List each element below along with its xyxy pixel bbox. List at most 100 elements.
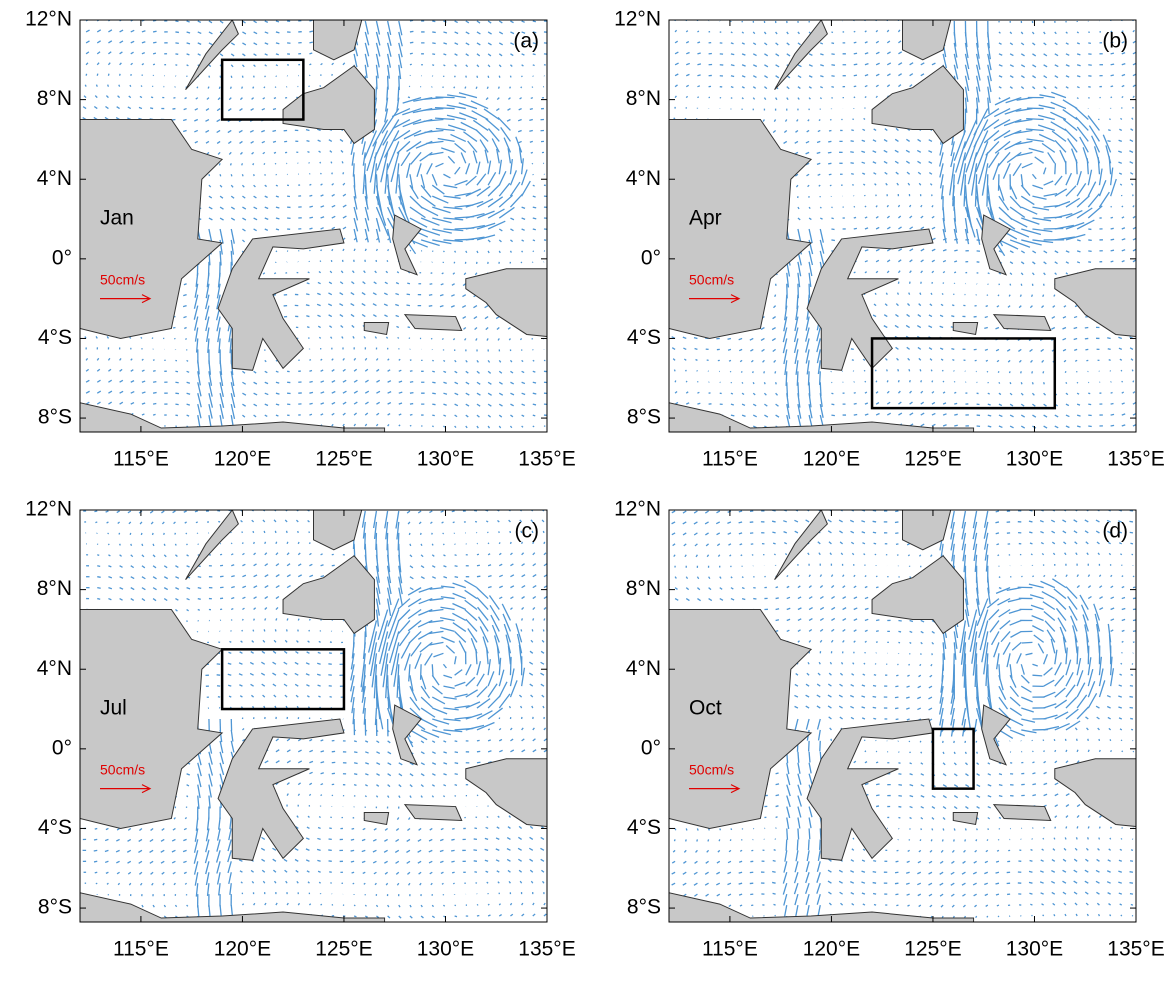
vector (1130, 140, 1133, 142)
vector (910, 260, 913, 262)
vector (209, 196, 212, 198)
vector (410, 42, 413, 43)
vector (131, 599, 134, 601)
vector (231, 174, 232, 176)
vector (910, 249, 913, 251)
vector (809, 382, 810, 396)
vector (443, 32, 446, 33)
vector (533, 739, 536, 741)
vector (432, 65, 434, 66)
vector (865, 414, 868, 415)
vector (455, 404, 458, 406)
vector (187, 415, 189, 416)
vector (808, 185, 810, 187)
vector (276, 393, 279, 394)
vector (354, 358, 355, 360)
vector (486, 119, 500, 131)
vector (477, 674, 484, 686)
vector (329, 326, 331, 328)
vector (930, 304, 932, 306)
vector (162, 522, 164, 524)
vector (410, 196, 423, 208)
vector (728, 338, 731, 339)
vector (1032, 43, 1035, 45)
vector (409, 664, 410, 681)
vector (1042, 306, 1044, 308)
vector (1032, 371, 1033, 373)
vector (374, 282, 377, 284)
vector (296, 870, 299, 872)
vector (250, 662, 253, 664)
vector (351, 314, 354, 316)
vector (1122, 53, 1125, 54)
vector (861, 151, 864, 152)
vector (753, 371, 754, 373)
vector (502, 604, 510, 621)
vector (317, 304, 320, 305)
vector (510, 21, 513, 23)
vector (421, 664, 422, 680)
vector (921, 74, 924, 76)
vector (443, 752, 446, 753)
vector (275, 531, 276, 533)
y-tick-label: 8°S (38, 406, 72, 429)
vector (351, 850, 355, 851)
vector (477, 251, 478, 253)
vector (1133, 216, 1135, 218)
vector (376, 916, 378, 918)
vector (773, 130, 775, 132)
vector (851, 174, 854, 175)
vector (531, 881, 532, 883)
vector (429, 295, 432, 296)
vector (466, 426, 467, 428)
vector (254, 608, 256, 610)
vector (1131, 359, 1133, 361)
vector (898, 30, 900, 32)
vector (675, 85, 677, 87)
vector (919, 358, 921, 360)
vector (254, 619, 255, 621)
vector (1010, 65, 1013, 67)
vector (819, 185, 821, 186)
vector (276, 43, 279, 44)
vector (731, 65, 734, 66)
vector (929, 315, 932, 317)
vector (943, 392, 945, 393)
vector (108, 599, 111, 600)
vector (863, 129, 865, 130)
vector (196, 98, 198, 99)
vector (254, 54, 257, 56)
vector (317, 663, 320, 664)
vector (373, 315, 376, 317)
vector (220, 185, 222, 187)
vector (443, 360, 444, 361)
vector (1039, 134, 1055, 141)
vector (273, 109, 276, 110)
vector (1119, 173, 1122, 174)
vector (764, 65, 767, 67)
vector (209, 76, 210, 78)
vector (1065, 129, 1077, 142)
vector (455, 382, 458, 384)
vector (921, 260, 924, 262)
vector (320, 630, 321, 631)
vector (787, 54, 790, 56)
vector (276, 229, 279, 230)
x-tick-label: 125°E (904, 448, 961, 471)
vector (341, 326, 343, 328)
vector (510, 382, 513, 384)
vector (461, 152, 466, 163)
vector (131, 403, 134, 405)
vector (1010, 87, 1012, 89)
vector (932, 63, 935, 65)
vector (150, 511, 153, 513)
vector (373, 861, 376, 863)
vector (175, 610, 177, 612)
x-tick-label: 130°E (417, 938, 474, 961)
vector (242, 382, 245, 384)
vector (309, 31, 312, 32)
vector (533, 553, 535, 555)
vector (263, 152, 265, 153)
vector (452, 613, 465, 620)
vector (1074, 317, 1077, 318)
